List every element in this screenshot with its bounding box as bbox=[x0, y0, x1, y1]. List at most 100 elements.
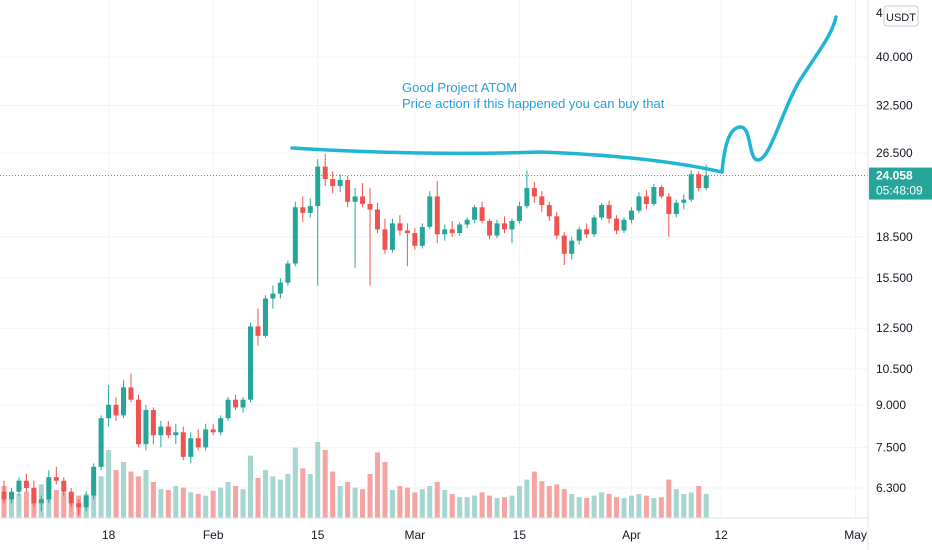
volume-bar bbox=[673, 489, 679, 518]
candle-body bbox=[606, 205, 612, 219]
volume-bar bbox=[576, 497, 582, 518]
candle-body bbox=[128, 387, 134, 400]
candle-body bbox=[412, 233, 418, 246]
volume-bar bbox=[285, 474, 291, 518]
candle-body bbox=[121, 387, 127, 416]
candle-body bbox=[599, 205, 605, 218]
volume-bar bbox=[240, 489, 246, 518]
candle-body bbox=[375, 209, 380, 230]
volume-bar bbox=[225, 482, 231, 518]
candle-body bbox=[143, 410, 149, 445]
candle-body bbox=[352, 196, 358, 202]
candle-body bbox=[681, 199, 687, 203]
volume-bar bbox=[360, 489, 366, 518]
candle-body bbox=[464, 219, 470, 225]
x-tick-label: 18 bbox=[102, 528, 116, 542]
candle-body bbox=[38, 499, 44, 504]
volume-bar bbox=[330, 471, 336, 518]
candle-body bbox=[91, 466, 97, 496]
candle-body bbox=[262, 298, 268, 336]
volume-bar bbox=[524, 479, 530, 518]
volume-bar bbox=[427, 486, 433, 518]
candle-body bbox=[591, 217, 597, 235]
volume-bar bbox=[487, 495, 493, 518]
volume-bar bbox=[307, 474, 313, 518]
volume-bar bbox=[135, 476, 141, 518]
y-tick-label: 7.500 bbox=[876, 440, 906, 454]
volume-bar bbox=[188, 492, 194, 518]
candle-body bbox=[696, 174, 702, 189]
candle-body bbox=[46, 477, 52, 500]
currency-label[interactable]: USDT bbox=[883, 5, 919, 27]
volume-bar bbox=[180, 487, 186, 518]
volume-bar bbox=[382, 462, 388, 518]
candle-body bbox=[345, 180, 351, 202]
volume-bar bbox=[23, 491, 29, 518]
annotation-text: Price action if this happened you can bu… bbox=[402, 96, 665, 111]
candle-body bbox=[494, 223, 500, 236]
volume-bar bbox=[696, 486, 702, 518]
candle-body bbox=[457, 224, 463, 234]
volume-bar bbox=[516, 486, 522, 518]
candle-body bbox=[472, 207, 478, 220]
candle-body bbox=[158, 426, 164, 436]
candle-body bbox=[576, 229, 582, 241]
x-tick-label: 12 bbox=[714, 528, 728, 542]
volume-bar bbox=[270, 476, 276, 518]
volume-bar bbox=[681, 494, 687, 518]
candle-body bbox=[173, 432, 179, 436]
candle-body bbox=[248, 326, 254, 400]
candle-body bbox=[397, 223, 403, 231]
y-tick-label: 12.500 bbox=[876, 321, 913, 335]
candle-body bbox=[270, 293, 276, 299]
candle-body bbox=[1, 491, 7, 500]
candle-body bbox=[180, 432, 186, 457]
candle-body bbox=[76, 503, 82, 508]
volume-bar bbox=[345, 482, 351, 518]
price-axis[interactable]: 40.000 32.500 26.500 18.500 15.500 12.500 10.5… bbox=[876, 6, 913, 495]
volume-bar bbox=[150, 482, 156, 518]
volume-bar bbox=[636, 494, 642, 518]
volume-bar bbox=[53, 490, 59, 518]
volume-bars bbox=[1, 442, 709, 518]
candle-body bbox=[113, 404, 119, 416]
y-tick-label: 15.500 bbox=[876, 271, 913, 285]
x-tick-label: Mar bbox=[405, 528, 426, 542]
volume-bar bbox=[143, 470, 149, 518]
volume-bar bbox=[479, 492, 485, 518]
candle-body bbox=[546, 205, 552, 217]
currency-text: USDT bbox=[886, 12, 916, 24]
volume-bar bbox=[688, 492, 694, 518]
volume-bar bbox=[404, 487, 410, 518]
candle-body bbox=[300, 207, 306, 213]
candle-body bbox=[666, 196, 672, 215]
candle-body bbox=[195, 438, 201, 448]
candle-body bbox=[315, 166, 321, 207]
volume-bar bbox=[621, 498, 627, 518]
y-tick-label: 18.500 bbox=[876, 230, 913, 244]
volume-bar bbox=[195, 494, 201, 518]
candle-body bbox=[643, 196, 649, 204]
candle-body bbox=[569, 240, 575, 254]
candle-body bbox=[382, 229, 388, 250]
candle-body bbox=[628, 210, 634, 220]
volume-bar bbox=[337, 486, 343, 518]
y-tick-label: 9.000 bbox=[876, 398, 906, 412]
candle-body bbox=[487, 220, 493, 236]
candle-body bbox=[135, 399, 141, 445]
volume-bar bbox=[8, 498, 14, 518]
candle-body bbox=[255, 326, 261, 336]
candle-body bbox=[419, 226, 425, 246]
volume-bar bbox=[315, 442, 321, 518]
candle-body bbox=[509, 220, 515, 230]
last-price-value: 24.058 bbox=[876, 169, 913, 183]
time-axis[interactable]: 18 Feb 15 Mar 15 Apr 12 May bbox=[102, 528, 867, 542]
candle-body bbox=[651, 187, 657, 204]
volume-bar bbox=[248, 455, 254, 518]
candle-body bbox=[673, 202, 679, 215]
candle-body bbox=[225, 399, 231, 419]
volume-bar bbox=[203, 495, 209, 518]
candle-body bbox=[434, 196, 440, 235]
volume-bar bbox=[262, 470, 268, 518]
